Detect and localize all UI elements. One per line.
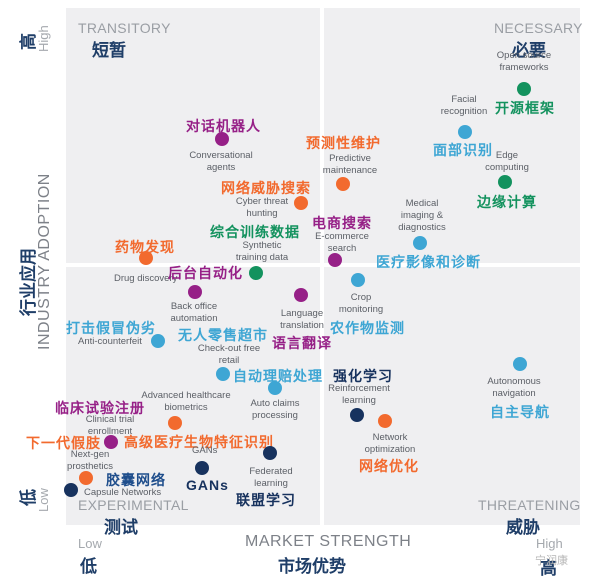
y-axis-title: INDUSTRY ADOPTION — [36, 173, 53, 350]
quadrant-label-transitory: TRANSITORY — [78, 20, 171, 36]
point-label-en: E-commerce search — [315, 231, 369, 254]
point-label-en: Language translation — [280, 308, 324, 331]
quadrant-label-necessary: NECESSARY — [494, 20, 583, 36]
point-label-zh: 强化学习 — [333, 368, 393, 384]
data-point[interactable] — [350, 408, 364, 422]
point-label-zh: 农作物监测 — [330, 320, 405, 336]
data-point[interactable] — [294, 196, 308, 210]
x-axis-low: Low — [78, 536, 102, 551]
quadrant-bottom-left — [66, 267, 320, 525]
data-point[interactable] — [458, 125, 472, 139]
point-label-zh: 综合训练数据 — [210, 224, 300, 240]
data-point[interactable] — [168, 416, 182, 430]
point-label-zh: 面部识别 — [433, 142, 493, 158]
point-label-en: Auto claims processing — [250, 398, 300, 421]
point-label-en: Predictive maintenance — [322, 153, 378, 176]
quadrant-top-left — [66, 8, 320, 263]
point-label-en: Cyber threat hunting — [235, 196, 289, 219]
quadrant-top-right — [324, 8, 580, 263]
point-label-en: Medical imaging & diagnostics — [398, 198, 446, 233]
quadrant-label-threatening: THREATENING — [478, 497, 581, 513]
x-axis-high: High — [536, 536, 563, 551]
data-point[interactable] — [64, 483, 78, 497]
point-label-en: Clinical trial enrollment — [85, 414, 135, 437]
point-label-en: Drug discovery — [114, 273, 178, 284]
data-point[interactable] — [104, 435, 118, 449]
point-label-en: GANs — [192, 445, 218, 456]
point-label-en: Capsule Networks — [84, 487, 162, 498]
point-label-zh: 下一代假肢 — [26, 435, 101, 451]
watermark: 宁润康 — [535, 555, 568, 567]
point-label-zh: 胶囊网络 — [106, 472, 166, 488]
data-point[interactable] — [151, 334, 165, 348]
point-label-zh: 后台自动化 — [168, 265, 243, 281]
data-point[interactable] — [413, 236, 427, 250]
data-point[interactable] — [378, 414, 392, 428]
point-label-en: Check-out free retail — [197, 343, 261, 366]
point-label-zh: 打击假冒伪劣 — [66, 320, 156, 336]
y-axis-high: High — [36, 25, 51, 52]
quadrant-label-experimental-zh: 测试 — [104, 518, 138, 537]
point-label-zh: 临床试验注册 — [55, 400, 145, 416]
point-label-en: Facial recognition — [440, 94, 488, 117]
point-label-zh: 高级医疗生物特征识别 — [124, 434, 274, 450]
data-point[interactable] — [215, 132, 229, 146]
point-label-zh: GANs — [186, 477, 229, 493]
data-point[interactable] — [268, 381, 282, 395]
point-label-en: Crop monitoring — [338, 292, 384, 315]
data-point[interactable] — [517, 82, 531, 96]
point-label-zh: 边缘计算 — [477, 194, 537, 210]
point-label-zh: 开源框架 — [495, 100, 555, 116]
point-label-zh: 预测性维护 — [306, 135, 381, 151]
point-label-en: Autonomous navigation — [487, 376, 541, 399]
data-point[interactable] — [328, 253, 342, 267]
point-label-zh: 网络优化 — [359, 458, 419, 474]
point-label-en: Conversational agents — [189, 150, 253, 173]
data-point[interactable] — [294, 288, 308, 302]
point-label-zh: 对话机器人 — [186, 118, 261, 134]
data-point[interactable] — [79, 471, 93, 485]
point-label-en: Federated learning — [249, 466, 293, 489]
data-point[interactable] — [263, 446, 277, 460]
point-label-en: Reinforcement learning — [328, 383, 390, 406]
data-point[interactable] — [351, 273, 365, 287]
point-label-zh: 自主导航 — [490, 404, 550, 420]
data-point[interactable] — [336, 177, 350, 191]
data-point[interactable] — [195, 461, 209, 475]
data-point[interactable] — [188, 285, 202, 299]
data-point[interactable] — [249, 266, 263, 280]
x-axis-title-zh: 市场优势 — [278, 557, 346, 576]
quadrant-bottom-right — [324, 267, 580, 525]
data-point[interactable] — [216, 367, 230, 381]
point-label-zh: 网络威胁搜索 — [221, 180, 311, 196]
point-label-en: Open source frameworks — [496, 50, 552, 73]
point-label-zh: 医疗影像和诊断 — [376, 254, 481, 270]
point-label-en: Edge computing — [485, 150, 529, 173]
point-label-en: Next-gen prosthetics — [67, 449, 113, 472]
point-label-zh: 语言翻译 — [272, 335, 332, 351]
point-label-en: Back office automation — [170, 301, 218, 324]
quadrant-label-threatening-zh: 威胁 — [506, 518, 540, 537]
point-label-zh: 药物发现 — [115, 239, 175, 255]
point-label-zh: 自动理赔处理 — [233, 368, 323, 384]
quadrant-label-experimental: EXPERIMENTAL — [78, 497, 189, 513]
data-point[interactable] — [513, 357, 527, 371]
data-point[interactable] — [139, 251, 153, 265]
data-point[interactable] — [498, 175, 512, 189]
quadrant-label-necessary-zh: 必要 — [512, 41, 546, 60]
x-axis-high-zh: 高 — [540, 559, 557, 578]
x-axis-title: MARKET STRENGTH — [245, 533, 412, 550]
point-label-zh: 无人零售超市 — [178, 327, 268, 343]
quadrant-label-transitory-zh: 短暂 — [92, 41, 126, 60]
point-label-en: Advanced healthcare biometrics — [141, 390, 231, 413]
point-label-en: Synthetic training data — [235, 240, 289, 263]
point-label-zh: 联盟学习 — [236, 492, 296, 508]
y-axis-low: Low — [36, 488, 51, 512]
point-label-en: Anti-counterfeit — [78, 336, 142, 347]
point-label-en: Network optimization — [364, 432, 416, 455]
x-axis-low-zh: 低 — [80, 557, 97, 576]
point-label-zh: 电商搜索 — [312, 215, 372, 231]
